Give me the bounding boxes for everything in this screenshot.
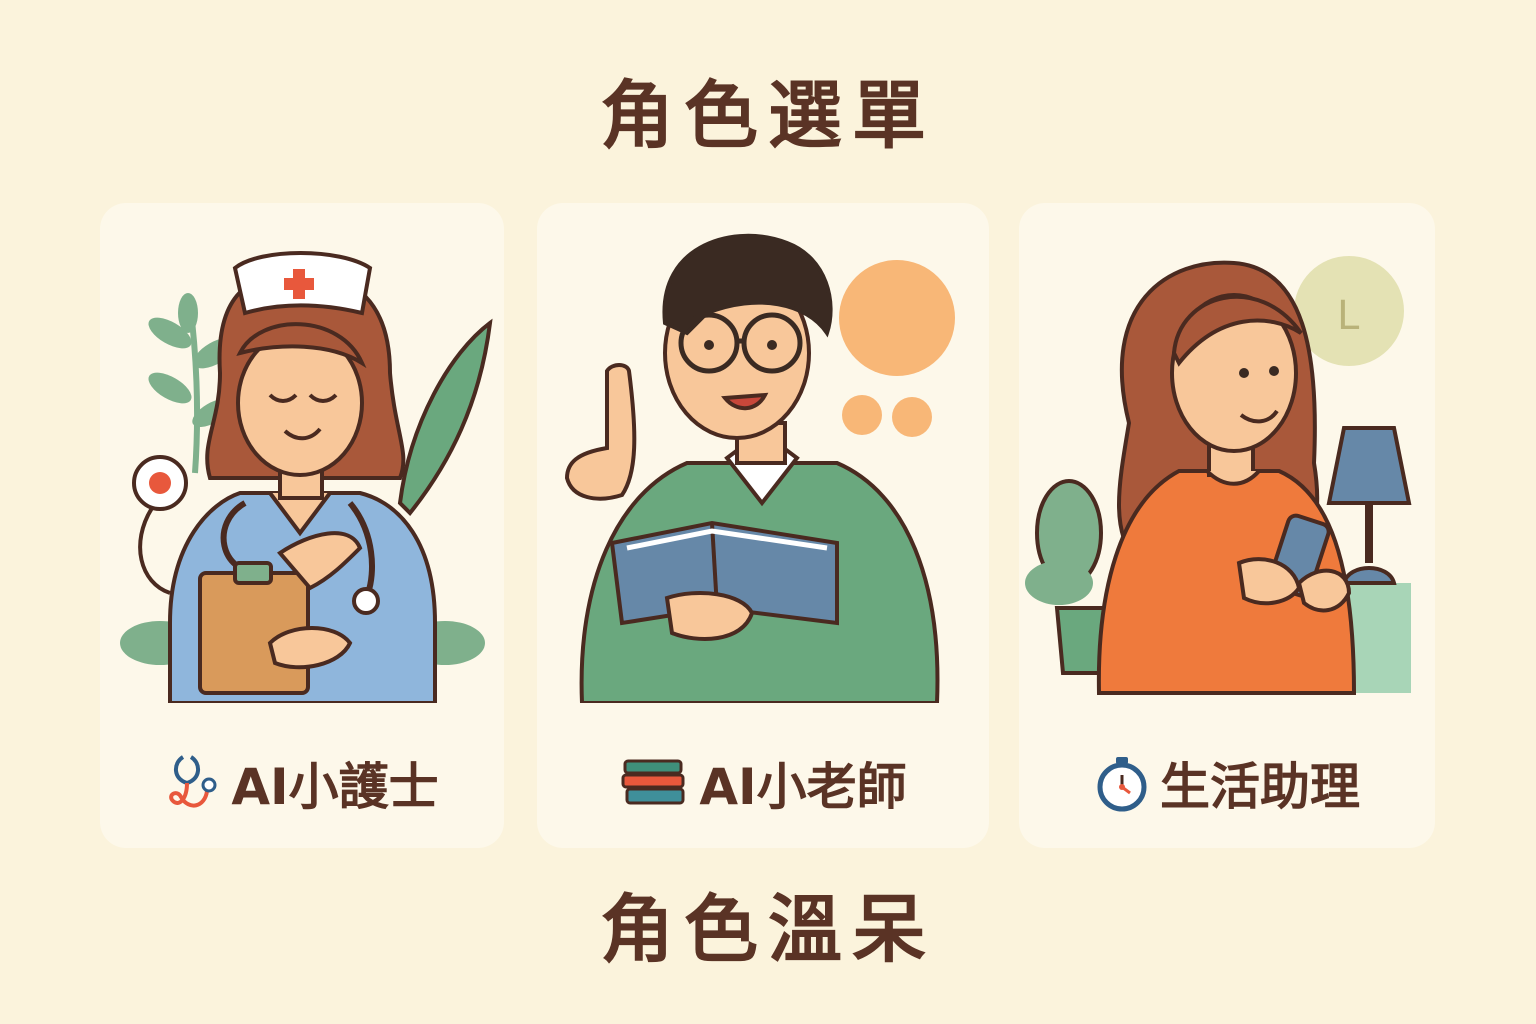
books-icon xyxy=(621,759,685,805)
clock-letter: L xyxy=(1337,293,1360,339)
role-name: 生活助理 xyxy=(1160,758,1360,816)
role-card-assistant[interactable]: L 生活助理 xyxy=(1019,203,1435,848)
bottom-title: 角色溫呆 xyxy=(600,887,936,973)
role-name: AI小老師 xyxy=(699,758,907,816)
stethoscope-icon xyxy=(169,755,217,808)
teacher-illustration xyxy=(564,233,955,703)
role-name: AI小護士 xyxy=(231,758,439,816)
role-card-teacher[interactable]: AI小老師 xyxy=(537,203,989,848)
role-label-nurse: AI小護士 xyxy=(100,743,504,823)
stopwatch-icon xyxy=(1097,757,1147,812)
role-label-teacher: AI小老師 xyxy=(537,743,989,823)
role-label-assistant: 生活助理 xyxy=(1019,743,1435,823)
assistant-illustration: L xyxy=(1025,256,1412,695)
role-card-nurse[interactable]: AI小護士 xyxy=(100,203,504,848)
nurse-illustration xyxy=(120,251,493,703)
page-title: 角色選單 xyxy=(600,73,936,159)
